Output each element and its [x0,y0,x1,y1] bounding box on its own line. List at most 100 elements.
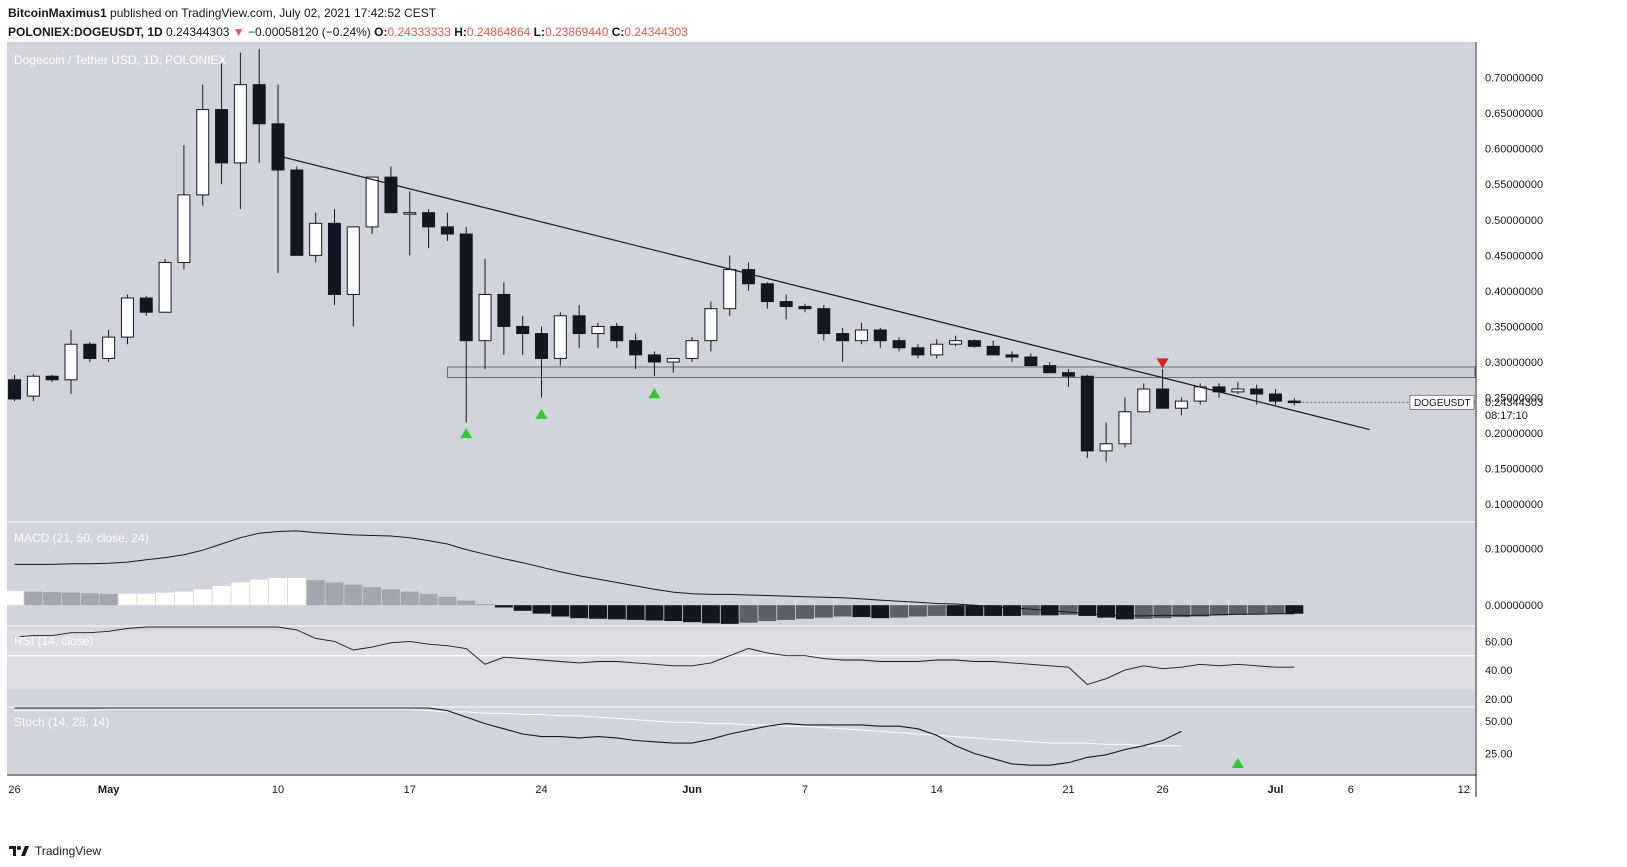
macd-tick-label: 0.10000000 [1485,544,1543,556]
macd-histogram-bar [814,605,833,618]
stoch-tick-label: 25.00 [1485,749,1513,761]
time-tick-label: May [98,784,120,796]
macd-histogram-bar [363,587,382,606]
candle-down [760,283,774,303]
candle-up [666,357,680,363]
candle-down [1061,372,1075,377]
time-tick-label: 14 [931,784,943,796]
tradingview-logo[interactable]: TradingView [8,844,101,858]
macd-line [14,530,1295,617]
price-tick-label: 0.55000000 [1485,179,1543,191]
candle-up [346,226,360,295]
macd-histogram-bar [701,605,720,624]
sell-signal-icon [1156,358,1169,369]
rsi-line [14,626,1295,686]
candle-down [516,325,530,335]
countdown-text: 08:17:10 [1485,410,1528,422]
rsi-tick-label: 60.00 [1485,636,1513,648]
price-tick-label: 0.10000000 [1485,499,1543,511]
candle-down [1024,356,1038,367]
macd-histogram-bar [588,605,607,619]
macd-histogram-bar [325,582,344,606]
close-value: 0.24344303 [624,25,688,39]
candle-down [1043,365,1057,374]
macd-histogram-bar [758,605,777,622]
candle-up [196,109,210,196]
high-label: H: [454,25,467,39]
macd-histogram-bar [664,605,683,622]
candle-down [497,293,511,327]
macd-histogram-bar [5,591,24,606]
macd-histogram-bar [720,605,739,624]
candle-up [102,336,116,359]
stoch-pane[interactable] [14,707,1244,768]
chart-area[interactable]: DOGEUSDT 0.24344303 08:17:10 0.70000000 0.6… [0,42,1627,843]
buy-signal-icon [535,408,548,419]
symbol-row: POLONIEX:DOGEUSDT, 1D 0.24344303 ▼ −0.00… [8,25,688,39]
author-name[interactable]: BitcoinMaximus1 [8,6,107,20]
macd-pane[interactable] [5,530,1304,624]
candle-down [384,176,398,214]
rsi-band [7,630,1475,690]
rsi-title: RSI (14, close) [14,634,93,648]
candle-up [1174,400,1188,409]
price-tick-label: 0.30000000 [1485,357,1543,369]
rsi-pane[interactable] [7,626,1475,686]
candle-down [290,169,304,256]
macd-histogram-bar [1172,605,1191,618]
candle-down [817,308,831,335]
macd-histogram-bar [212,585,231,606]
candle-up [685,340,699,359]
candle-up [1137,388,1151,413]
time-tick-label: 12 [1458,784,1470,796]
low-label: L: [533,25,545,39]
candle-down [83,343,97,359]
candle-down [1005,354,1019,358]
candle-down [8,379,22,400]
candle-down [986,345,1000,356]
time-tick-label: Jun [682,784,702,796]
macd-histogram-bar [645,605,664,621]
candle-down [610,325,624,342]
macd-histogram-bar [306,580,325,606]
macd-histogram-bar [269,577,288,606]
macd-histogram-bar [476,604,495,606]
candle-down [139,297,153,313]
candle-up [478,293,492,342]
footer-brand: TradingView [35,844,102,858]
candle-down [1287,400,1301,404]
last-price-tag-text: 0.24344303 [1485,397,1543,409]
symbol-tag-text: DOGEUSDT [1414,398,1471,409]
candle-up [177,194,191,263]
candle-up [120,297,134,338]
price-tick-label: 0.25000000 [1485,393,1543,405]
chart-header: BitcoinMaximus1 published on TradingView… [8,6,688,39]
macd-histogram-bar [137,593,156,606]
time-tick-label: 10 [272,784,284,796]
candle-up [365,176,379,228]
macd-histogram-bar [231,582,250,606]
candle-down [873,329,887,342]
candle-down [1269,393,1283,402]
stoch-k-line [14,707,1182,766]
candle-down [911,347,925,356]
chart-title: Dogecoin / Tether USD, 1D, POLONIEX [14,53,227,67]
candle-down [535,333,549,359]
stoch-title: Stoch (14, 28, 14) [14,715,109,729]
candle-up [591,325,605,335]
macd-histogram-bar [946,605,965,616]
candle-up [309,222,323,256]
macd-histogram-bar [118,593,137,606]
macd-histogram-bar [871,605,890,619]
price-unit-label: USDT [1506,53,1533,64]
candle-up [64,343,78,381]
time-tick-label: 26 [8,784,20,796]
macd-histogram-bar [80,593,99,606]
symbol-name[interactable]: POLONIEX:DOGEUSDT, 1D [8,25,163,39]
candle-down [779,301,793,308]
candle-down [215,109,229,164]
candle-down [742,269,756,285]
macd-histogram-bar [852,605,871,618]
